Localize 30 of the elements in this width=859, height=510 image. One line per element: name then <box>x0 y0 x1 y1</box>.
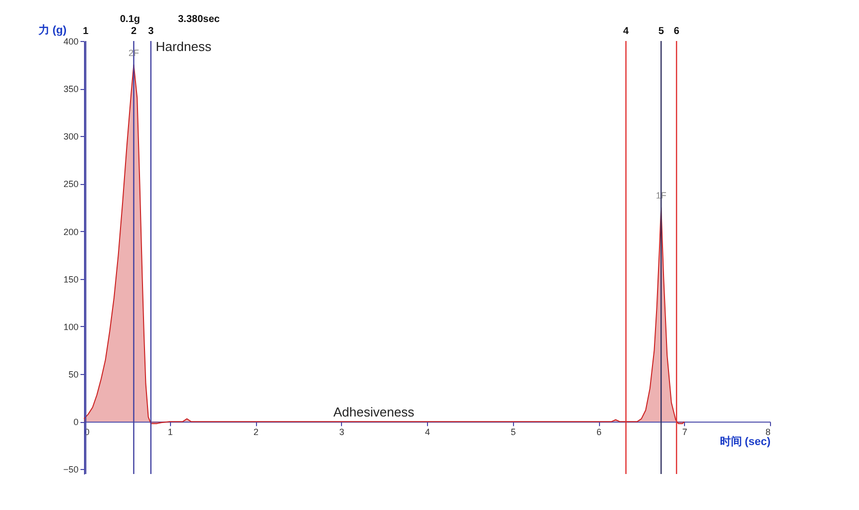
annotation: Hardness <box>156 38 212 54</box>
annotation: 2 <box>130 26 137 37</box>
x-tick-label: 8 <box>765 427 770 438</box>
y-tick-label: 250 <box>63 179 78 190</box>
y-tick-label: 0 <box>73 417 78 428</box>
x-axis-title: 时间 (sec) <box>720 435 771 448</box>
annotation: 6 <box>674 26 680 37</box>
y-tick-label: 300 <box>63 132 78 142</box>
y-tick-label: 400 <box>63 36 78 46</box>
annotation: 5 <box>658 26 664 37</box>
text: 0.1g <box>120 14 140 25</box>
y-axis-title: 力 (g) <box>37 24 67 36</box>
x-tick-label: 4 <box>424 427 430 438</box>
x-tick-label: 1 <box>168 427 173 438</box>
y-tick-label: 150 <box>63 274 78 284</box>
annotation: 3 <box>148 26 154 37</box>
x-tick-label: 6 <box>596 427 602 438</box>
x-tick-label: 2 <box>253 427 259 438</box>
annotation: 4 <box>623 26 630 37</box>
y-tick-label: 50 <box>68 370 78 380</box>
y-tick-label: 200 <box>63 226 78 237</box>
y-tick-label: 350 <box>63 84 78 94</box>
x-tick-label: 3 <box>339 427 344 438</box>
x-tick-label: 7 <box>682 427 688 438</box>
y-tick-label: 100 <box>63 322 78 332</box>
x-tick-label: 5 <box>510 427 516 438</box>
annotation: Adhesiveness <box>333 404 415 420</box>
annotation: 1 <box>82 26 89 37</box>
text: 3.380sec <box>178 14 220 25</box>
y-tick-label: −50 <box>63 464 78 475</box>
